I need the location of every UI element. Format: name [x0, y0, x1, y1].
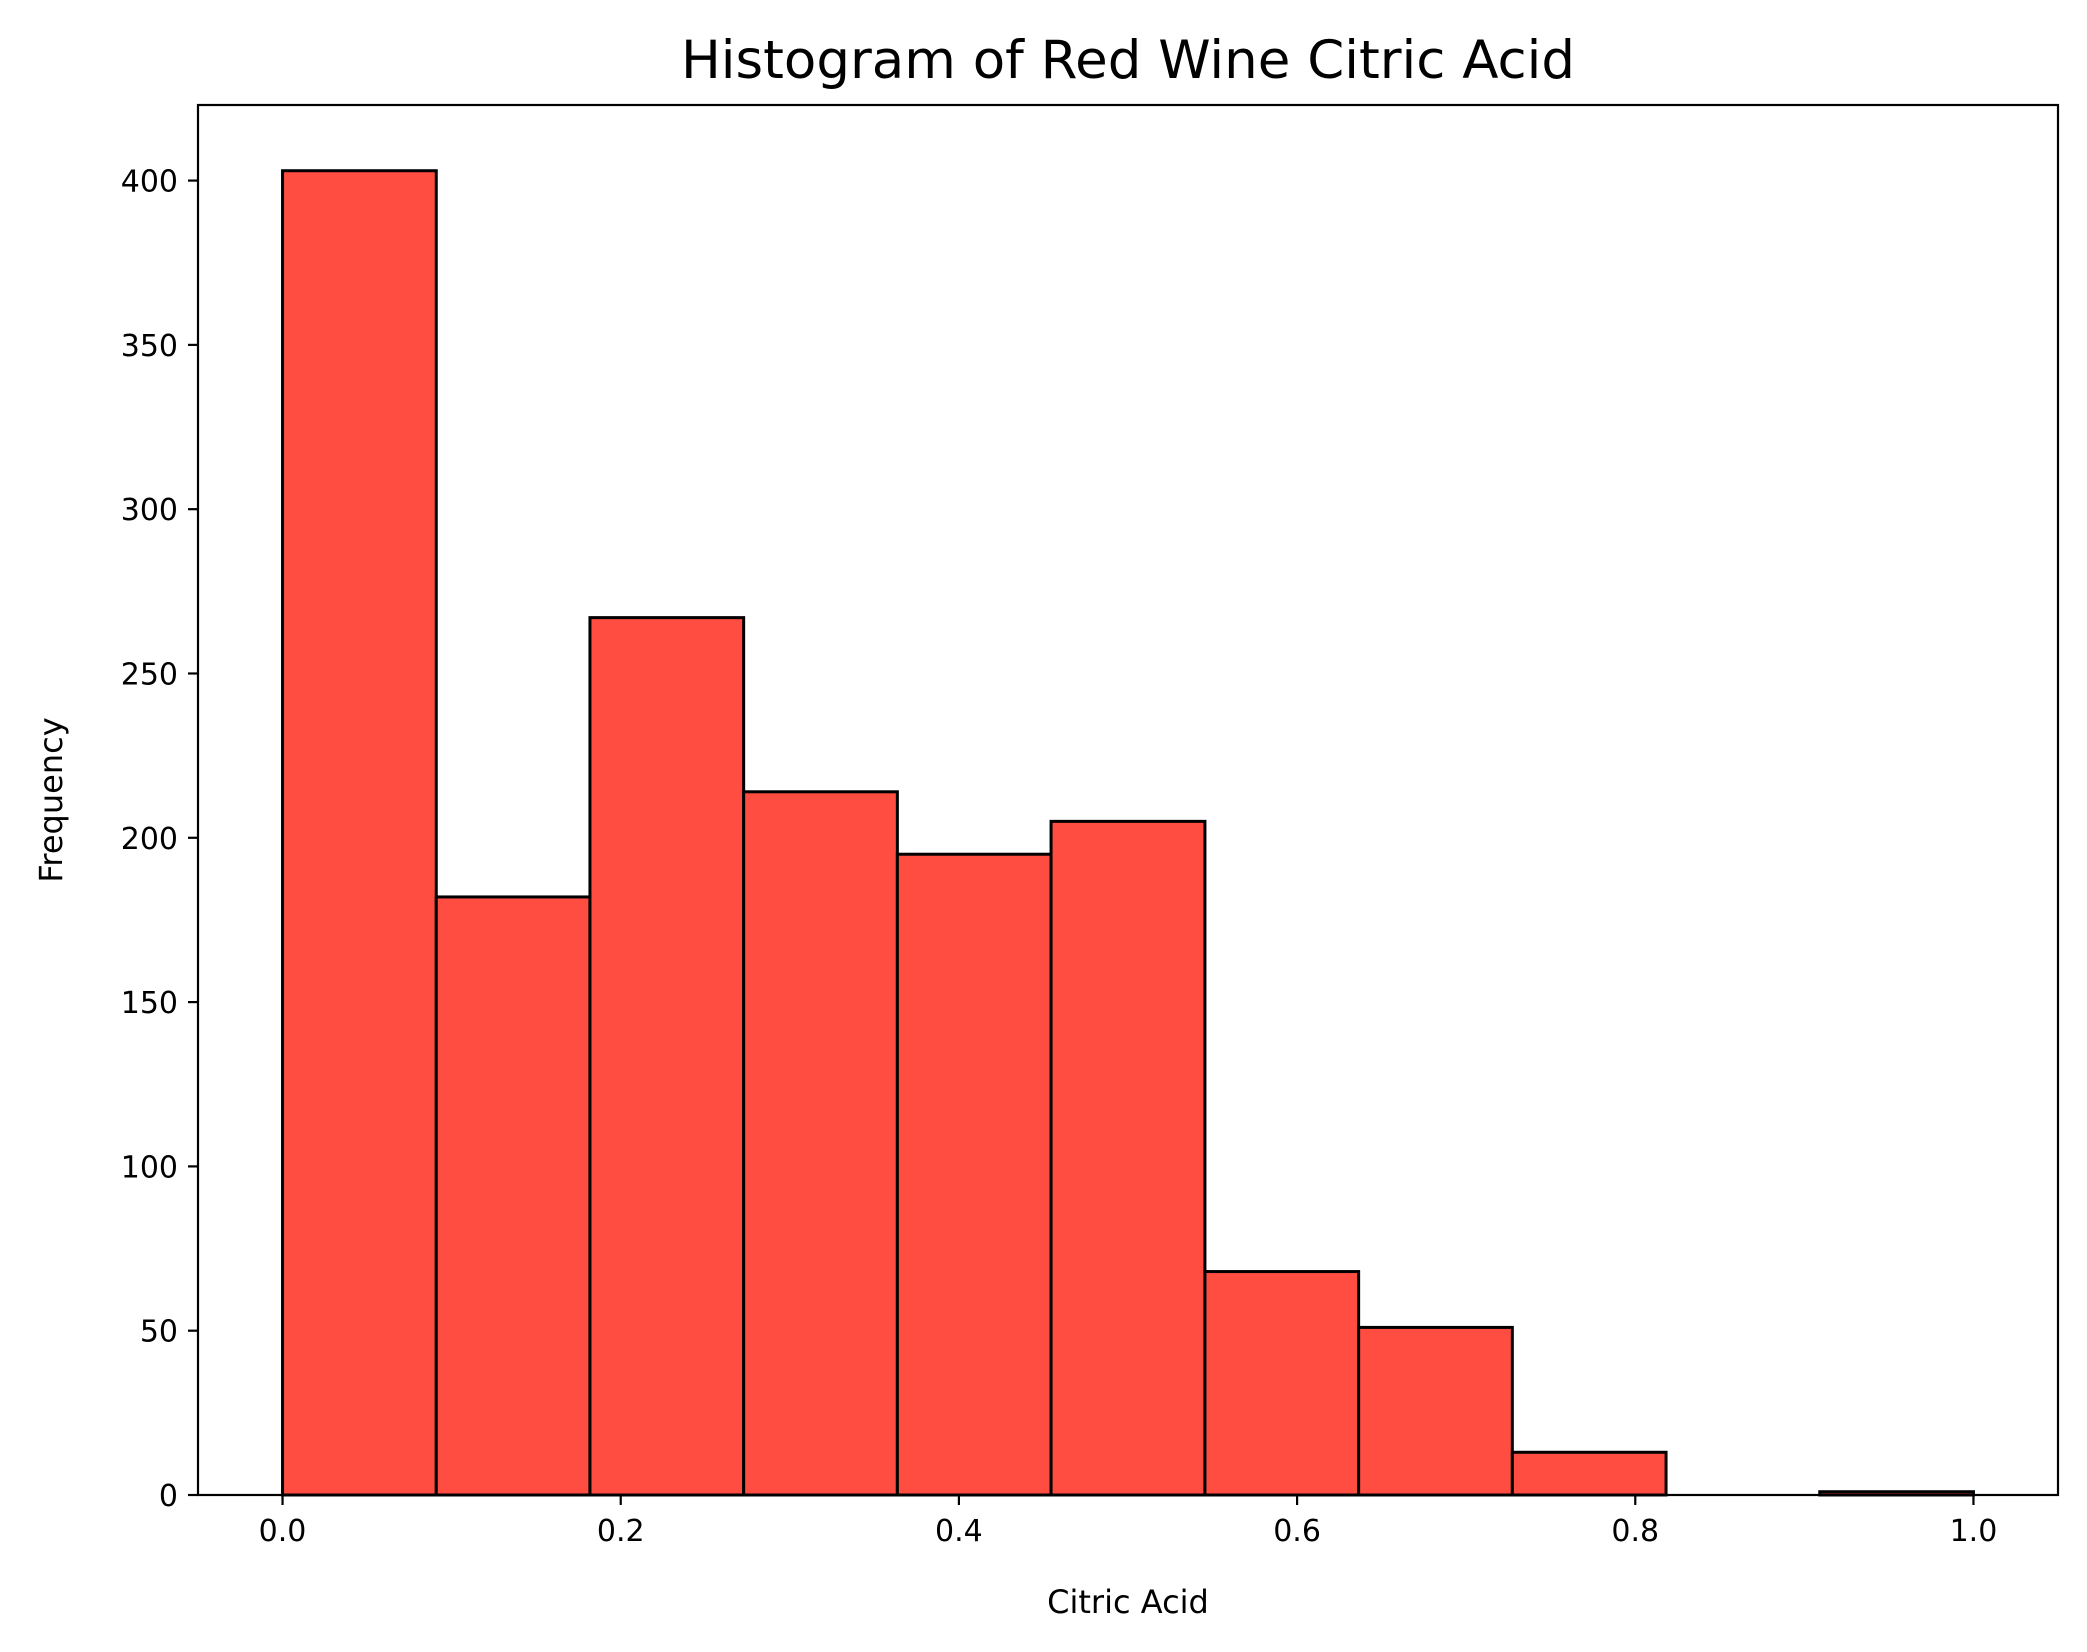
- y-axis-ticks: 0 50 100 150 200 250 300 350 400: [121, 165, 198, 1514]
- y-tick-label: 250: [121, 657, 178, 692]
- histogram-bar: [1510, 1450, 1668, 1497]
- histogram-bar: [588, 616, 746, 1497]
- bars-group: [281, 169, 1975, 1497]
- y-tick-label: 400: [121, 165, 178, 200]
- y-tick-label: 200: [121, 822, 178, 857]
- x-tick-label: 1.0: [1950, 1514, 1998, 1549]
- x-tick-label: 0.8: [1611, 1514, 1659, 1549]
- x-axis-ticks: 0.0 0.2 0.4 0.6 0.8 1.0: [259, 1495, 1998, 1549]
- x-axis-label: Citric Acid: [1047, 1583, 1209, 1621]
- x-tick-label: 0.0: [259, 1514, 307, 1549]
- histogram-bar: [1203, 1270, 1361, 1497]
- histogram-bar: [742, 790, 899, 1497]
- y-axis-label: Frequency: [32, 717, 70, 882]
- y-tick-label: 150: [121, 986, 178, 1021]
- x-tick-label: 0.6: [1273, 1514, 1321, 1549]
- histogram-bar: [434, 895, 592, 1497]
- histogram-bar: [281, 169, 438, 1497]
- y-tick-label: 0: [159, 1479, 178, 1514]
- histogram-bar: [1049, 819, 1207, 1497]
- y-tick-label: 300: [121, 493, 178, 528]
- y-tick-label: 100: [121, 1150, 178, 1185]
- histogram-bar: [895, 852, 1053, 1497]
- histogram-bar: [1357, 1325, 1514, 1497]
- y-tick-label: 50: [140, 1315, 178, 1350]
- chart-title: Histogram of Red Wine Citric Acid: [681, 30, 1575, 91]
- x-tick-label: 0.4: [935, 1514, 983, 1549]
- plot-frame: [196, 103, 2060, 1497]
- y-tick-label: 350: [121, 329, 178, 364]
- x-tick-label: 0.2: [597, 1514, 645, 1549]
